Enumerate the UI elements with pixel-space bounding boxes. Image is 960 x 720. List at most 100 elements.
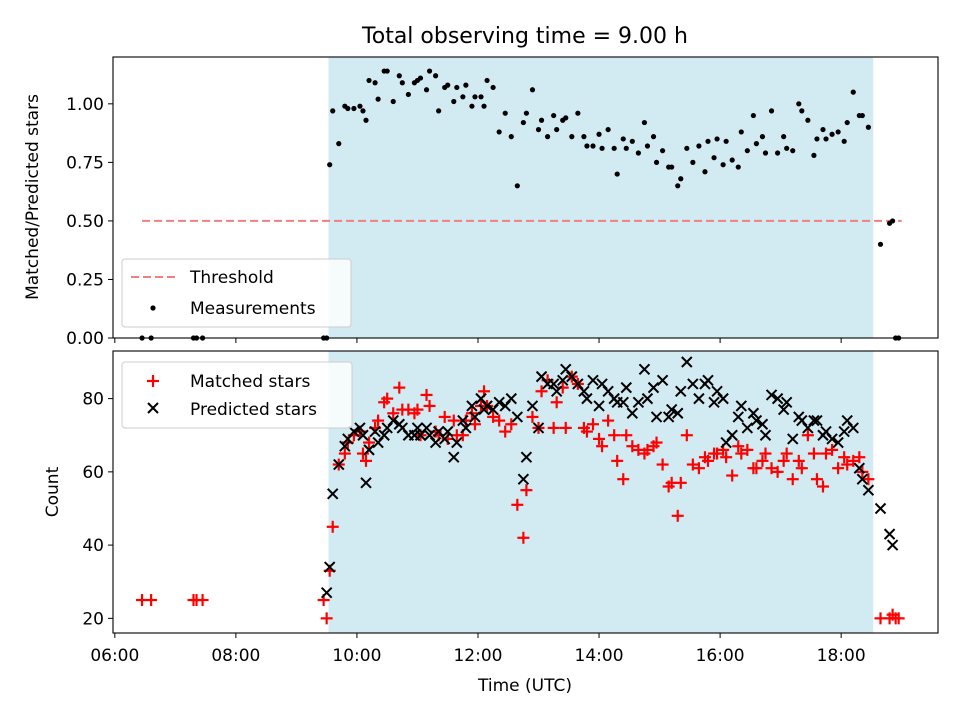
predicted-point (647, 381, 660, 394)
matched-point (447, 414, 460, 427)
matched-point (832, 462, 845, 475)
predicted-point (747, 407, 760, 419)
measurement-point (451, 98, 457, 105)
predicted-point (481, 400, 493, 412)
matched-point (792, 454, 805, 467)
measurement-point (678, 176, 684, 182)
predicted-point (687, 378, 699, 390)
matched-point (641, 443, 654, 456)
matched-point (759, 447, 772, 460)
measurement-point (366, 77, 372, 84)
count-y-axis: 20 40 60 80 (82, 390, 113, 629)
measurement-point (650, 134, 657, 140)
x-tick-label: 08:00 (211, 646, 260, 666)
matched-point (786, 473, 799, 486)
matched-point (196, 594, 209, 607)
predicted-point (735, 400, 747, 412)
measurement-point (417, 75, 424, 81)
measurement-point (690, 159, 696, 165)
measurement-point (841, 138, 847, 144)
measurement-point (445, 82, 451, 88)
measurement-point (753, 141, 760, 147)
predicted-point (656, 374, 669, 387)
measurement-point (520, 119, 526, 126)
predicted-point (641, 392, 654, 405)
measurement-point (529, 87, 536, 93)
matched-point (650, 436, 663, 449)
predicted-point (826, 433, 838, 445)
predicted-point (550, 385, 563, 397)
chart-title: Total observing time = 9.00 h (361, 24, 688, 49)
predicted-point (708, 396, 720, 408)
measurement-point (599, 145, 605, 151)
matched-point (892, 612, 905, 625)
measurement-point (514, 183, 520, 189)
measurement-point (641, 119, 648, 126)
count-x-axis: 06:00 08:00 10:00 12:00 14:00 16:00 18:00 (90, 633, 866, 666)
predicted-point (457, 414, 469, 427)
measurement-point (705, 138, 711, 144)
predicted-point (581, 392, 593, 405)
x-tick-label: 18:00 (817, 646, 866, 666)
x-tick-label: 10:00 (332, 646, 381, 666)
measurement-point (859, 112, 865, 119)
matched-point (810, 473, 823, 486)
matched-point (841, 458, 854, 471)
measurement-point (469, 103, 475, 109)
predicted-point (675, 385, 687, 397)
measurement-point (750, 112, 756, 119)
measurement-point (850, 89, 856, 95)
measurement-point (563, 115, 569, 121)
measurement-point (814, 136, 820, 142)
matched-point (671, 509, 684, 522)
measurement-point (433, 73, 439, 79)
matched-point (862, 473, 875, 486)
measurement-point (669, 164, 675, 170)
measurements-legend-swatch (150, 305, 156, 311)
measurement-point (675, 183, 681, 189)
measurement-point (390, 98, 396, 105)
predicted-point (702, 374, 714, 387)
matched-point (547, 421, 560, 434)
measurement-point (590, 143, 596, 149)
ratio-observing-window (328, 57, 874, 338)
predicted-point (557, 374, 569, 387)
measurement-point (614, 171, 620, 177)
matched-point (363, 436, 376, 449)
predicted-point (320, 587, 333, 599)
matched-point (826, 443, 839, 456)
matched-point (692, 462, 705, 475)
measurement-point (684, 145, 690, 151)
matched-point (756, 454, 769, 467)
x-axis-label: Time (UTC) (477, 676, 572, 696)
measurements-legend-label: Measurements (190, 299, 316, 319)
matched-point (420, 388, 433, 401)
predicted-point (547, 378, 560, 390)
matched-point (393, 381, 406, 394)
matched-point (847, 454, 860, 467)
matched-legend-label: Matched stars (190, 372, 310, 392)
predicted-point (626, 407, 639, 419)
predicted-point (874, 502, 887, 515)
measurement-point (659, 148, 666, 154)
matched-point (505, 418, 518, 431)
matched-point (326, 520, 339, 533)
matched-point (517, 531, 530, 544)
predicted-point (438, 433, 451, 445)
measurement-point (714, 136, 720, 142)
measurement-point (330, 108, 336, 114)
matched-point (611, 454, 624, 467)
measurement-point (723, 138, 729, 144)
measurement-point (596, 131, 602, 137)
predicted-point (517, 473, 530, 485)
matched-point (356, 447, 369, 460)
measurement-point (405, 91, 411, 98)
measurement-point (538, 117, 545, 123)
measurement-point (823, 136, 829, 142)
measurement-point (345, 105, 351, 112)
count-y-label: Count (43, 466, 63, 517)
measurement-point (835, 129, 841, 135)
predicted-point (511, 411, 524, 423)
measurements-series (139, 68, 902, 341)
